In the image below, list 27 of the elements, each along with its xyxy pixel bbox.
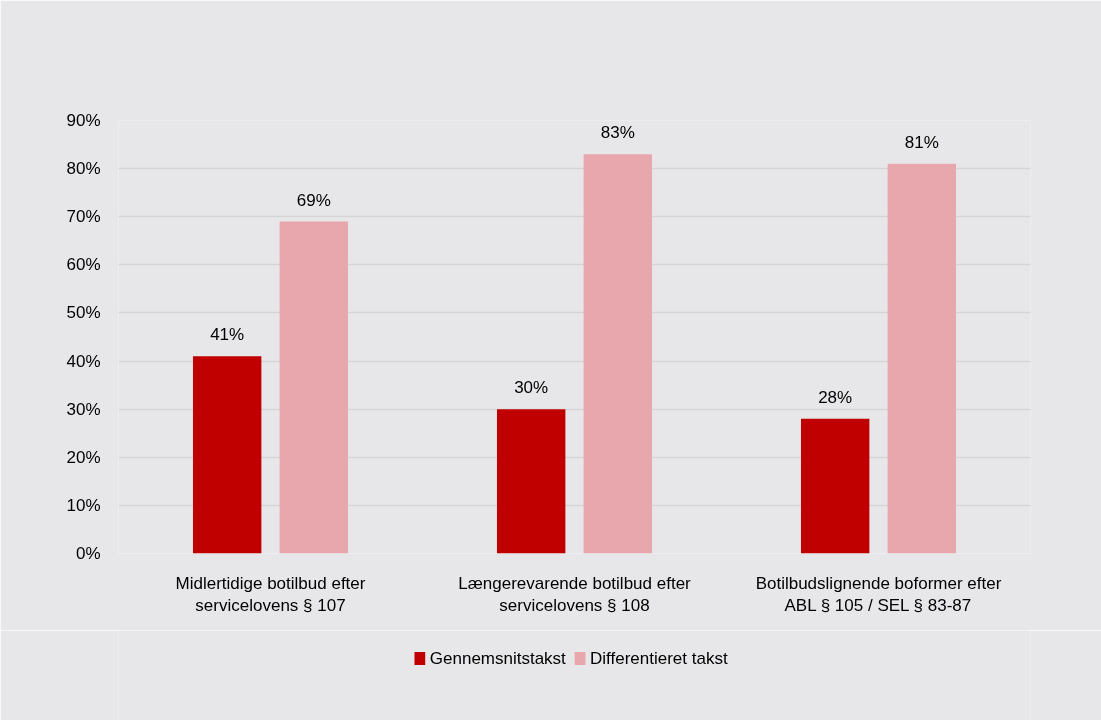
data-label: 28%: [818, 387, 853, 407]
data-label: 30%: [514, 378, 549, 398]
legend-label: Differentieret takst: [589, 649, 728, 668]
bar: [192, 356, 262, 554]
y-tick-label: 40%: [66, 351, 101, 371]
y-tick-label: 0%: [75, 544, 101, 563]
y-tick-label: 50%: [66, 303, 101, 323]
y-tick-label: 10%: [66, 495, 101, 515]
bar: [800, 418, 870, 554]
data-label: 41%: [210, 325, 245, 345]
data-label: 81%: [904, 132, 939, 152]
data-label: 83%: [600, 123, 635, 143]
y-tick-label: 30%: [66, 399, 101, 419]
data-label: 69%: [296, 190, 331, 210]
legend-label: Gennemsnitstakst: [429, 649, 567, 668]
y-tick-label: 90%: [66, 111, 101, 130]
bar: [583, 154, 653, 554]
y-tick-label: 80%: [66, 159, 101, 179]
x-tick-label: Længerevarende botilbud efter servicelovens § 108: [458, 573, 692, 616]
x-tick-label: Botilbudslignende boformer efter ABL § 105 / SEL § 83-87: [755, 573, 1002, 616]
bar: [496, 409, 566, 554]
x-tick-label: Midlertidige botilbud efter servicelovens § 107: [175, 573, 366, 616]
bar: [279, 221, 349, 554]
y-tick-label: 60%: [66, 255, 101, 275]
bar: [887, 163, 957, 554]
y-tick-label: 20%: [66, 447, 101, 467]
y-tick-label: 70%: [66, 207, 101, 227]
